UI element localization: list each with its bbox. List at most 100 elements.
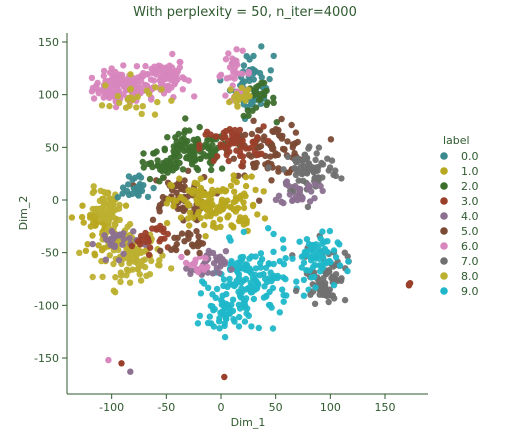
data-point: [315, 144, 323, 151]
data-point: [207, 177, 215, 184]
data-point: [115, 257, 123, 264]
data-point: [140, 164, 147, 171]
data-point: [301, 152, 308, 159]
data-point: [82, 247, 90, 254]
data-point: [214, 187, 221, 194]
data-point: [191, 93, 198, 100]
data-point: [227, 261, 234, 268]
data-point: [223, 151, 230, 159]
legend-label: 3.0: [461, 195, 479, 208]
legend-label: 8.0: [461, 270, 479, 283]
data-point: [209, 147, 216, 154]
data-point: [120, 62, 127, 69]
x-axis-label: Dim_1: [231, 416, 266, 429]
data-point: [221, 333, 229, 341]
x-tick-label: 100: [320, 401, 341, 414]
data-point: [154, 162, 162, 169]
data-point: [270, 248, 277, 255]
legend-marker: [440, 242, 448, 250]
data-point: [129, 190, 136, 197]
y-tick-label: 0: [52, 194, 59, 207]
data-point: [270, 230, 277, 238]
data-point: [327, 136, 335, 143]
data-point: [280, 245, 287, 252]
data-point: [252, 277, 260, 284]
data-point: [100, 201, 108, 208]
data-point: [248, 173, 255, 180]
data-point: [319, 228, 326, 235]
legend-label: 7.0: [461, 255, 479, 268]
data-point: [176, 58, 183, 66]
data-point: [330, 282, 338, 289]
data-point: [184, 137, 191, 145]
data-point: [255, 96, 263, 104]
data-point: [144, 71, 151, 78]
data-point: [234, 103, 241, 110]
data-point: [180, 196, 188, 203]
data-point: [336, 262, 344, 269]
data-point: [109, 81, 116, 88]
data-point: [102, 82, 109, 89]
data-point: [216, 216, 224, 223]
data-point: [108, 227, 116, 235]
data-point: [328, 157, 336, 164]
data-point: [153, 67, 160, 74]
data-point: [163, 200, 171, 207]
data-point: [188, 143, 195, 150]
data-point: [196, 249, 203, 257]
data-point: [316, 255, 323, 262]
data-point: [76, 249, 83, 256]
data-point: [270, 52, 277, 60]
data-point: [125, 181, 132, 188]
data-point: [269, 325, 277, 332]
data-point: [223, 300, 230, 308]
data-point: [178, 230, 186, 237]
data-point: [265, 137, 272, 145]
data-point: [240, 62, 248, 69]
data-point: [159, 75, 167, 83]
data-point: [143, 233, 150, 241]
data-point: [136, 271, 143, 278]
legend-label: 9.0: [461, 285, 479, 298]
data-point: [120, 235, 127, 243]
y-ticks: -150 -100 -50 0 50 100 150: [34, 36, 67, 365]
data-point: [305, 182, 313, 189]
data-point: [226, 275, 233, 283]
data-point: [109, 86, 116, 94]
data-point: [182, 115, 189, 122]
data-point: [278, 115, 285, 123]
data-point: [207, 131, 214, 138]
data-point: [230, 155, 237, 162]
legend-marker: [440, 197, 448, 205]
data-point: [315, 244, 322, 252]
data-point: [275, 168, 282, 175]
data-point: [99, 273, 106, 280]
data-point: [161, 145, 168, 152]
data-point: [296, 238, 303, 245]
data-point: [270, 275, 277, 282]
legend-marker: [440, 212, 448, 220]
x-ticks: -100 -50 0 50 100 150: [99, 394, 395, 414]
data-point: [219, 134, 226, 141]
data-point: [190, 156, 198, 163]
data-point: [131, 252, 138, 259]
data-point: [341, 296, 349, 304]
data-point: [92, 207, 99, 214]
data-point: [324, 238, 331, 245]
data-point: [317, 235, 324, 242]
data-point: [194, 200, 201, 207]
data-point: [158, 86, 165, 93]
data-point: [265, 159, 272, 167]
data-point: [184, 215, 192, 222]
data-point: [280, 274, 287, 281]
data-point: [149, 163, 156, 171]
data-point: [130, 228, 137, 235]
data-point: [258, 150, 265, 157]
data-point: [285, 182, 292, 190]
data-point: [148, 257, 155, 265]
legend-marker: [440, 182, 448, 190]
data-point: [228, 266, 235, 273]
data-point: [221, 258, 229, 266]
data-point: [254, 211, 261, 218]
